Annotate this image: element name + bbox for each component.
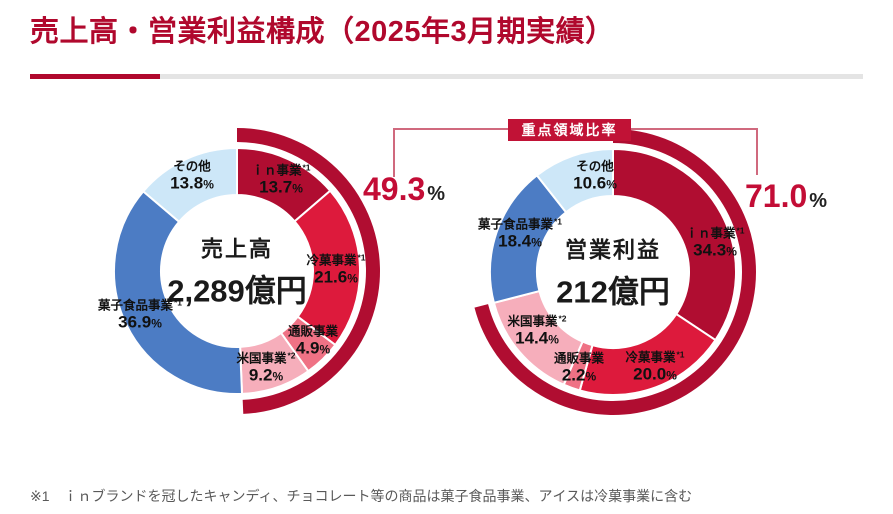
profit-donut-chart: 営業利益 212億円 ｉｎ事業*1 34.3% 冷菓事業*1 20.0% 通販事業 2.2… (463, 122, 763, 422)
slice-percentage: 21.6% (314, 267, 358, 287)
percent-sign: % (203, 177, 214, 192)
slice-footnote-mark: *2 (287, 350, 296, 361)
slice-percentage: 34.3% (693, 240, 737, 260)
slice-footnote-mark: *1 (302, 162, 311, 173)
footnote: ※1 ｉｎブランドを冠したキャンディ、チョコレート等の商品は菓子食品事業、アイス… (30, 488, 693, 504)
profit-title: 営業利益 (564, 237, 662, 263)
slice-label-confectionery-foods: 菓子食品事業*1 18.4% (477, 216, 563, 251)
connector-left-horizontal (393, 128, 508, 130)
sales-highlight-ratio: 49.3 % (363, 171, 445, 208)
slice-percentage: 2.2% (561, 365, 597, 385)
divider-accent-segment (30, 74, 160, 79)
slice-label-text: 通販事業 (553, 351, 605, 366)
slice-footnote-mark: *2 (558, 313, 567, 324)
slice-label-text: ｉｎ事業*1 (251, 162, 311, 178)
slice-label-us-business: 米国事業*2 14.4% (507, 313, 567, 348)
slice-other (142, 147, 238, 223)
page-title: 売上高・営業利益構成（2025年3月期実績） (30, 16, 615, 48)
donut-svg (474, 129, 756, 415)
slice-percentage: 18.4% (498, 231, 542, 251)
sales-highlight-unit: % (427, 183, 446, 205)
slice-label-text: 冷菓事業*1 (625, 349, 685, 365)
slice-label-text: その他 (173, 159, 211, 174)
slice-percentage: 36.9% (118, 312, 162, 332)
slice-label-text: その他 (576, 159, 614, 174)
slice-label-text: 米国事業*2 (236, 350, 296, 366)
percent-sign: % (548, 332, 559, 347)
slice-percentage: 13.7% (259, 177, 303, 197)
slice-footnote-mark: *1 (676, 349, 685, 360)
slice-label-mail-order: 通販事業 2.2% (554, 351, 604, 384)
slice-percentage: 20.0% (633, 364, 677, 384)
sales-center-label: 売上高 2,289億円 (167, 232, 307, 311)
slice-confectionery-foods (113, 190, 244, 395)
title-divider (30, 74, 863, 79)
slice-percentage: 13.8% (170, 173, 214, 193)
percent-sign: % (347, 271, 358, 286)
sales-total: 2,289億円 (167, 273, 307, 309)
slice-footnote-mark: *1 (173, 297, 183, 308)
connector-left-vertical (393, 128, 395, 177)
slice-label-in-business: ｉｎ事業*1 34.3% (685, 225, 745, 260)
slice-label-frozen-dessert: 冷菓事業*1 21.6% (306, 252, 366, 287)
percent-sign: % (319, 342, 331, 357)
profit-center-label: 営業利益 212億円 (556, 233, 670, 312)
sales-donut-chart: 売上高 2,289億円 ｉｎ事業*1 13.7% 冷菓事業*1 21.6% 通販事業 4.… (87, 121, 387, 421)
percent-sign: % (272, 369, 284, 384)
slice-label-text: 菓子食品事業*1 (97, 297, 183, 313)
slice-label-text: 米国事業*2 (507, 313, 567, 329)
donut-svg (113, 128, 381, 414)
slice-in-business (612, 148, 737, 342)
slice-label-other: その他 13.8% (170, 159, 214, 192)
slice-other (535, 148, 614, 214)
percent-sign: % (531, 235, 542, 250)
percent-sign: % (666, 368, 677, 383)
slice-footnote-mark: *1 (357, 252, 366, 263)
slice-label-confectionery-foods: 菓子食品事業*1 36.9% (97, 297, 183, 332)
profit-highlight-unit: % (809, 190, 828, 212)
sales-title: 売上高 (200, 236, 274, 262)
percent-sign: % (292, 181, 303, 196)
connector-right-vertical (756, 128, 758, 175)
divider-gray-segment (160, 74, 863, 79)
slice-footnote-mark: *1 (736, 225, 745, 236)
slice-percentage: 10.6% (573, 173, 617, 193)
slice-label-in-business: ｉｎ事業*1 13.7% (251, 162, 311, 197)
profit-highlight-value: 71.0 (745, 178, 808, 214)
profit-total: 212億円 (556, 274, 670, 310)
slice-label-frozen-dessert: 冷菓事業*1 20.0% (625, 349, 685, 384)
highlight-badge: 重点領域比率 (508, 119, 631, 141)
slice-percentage: 9.2% (248, 365, 284, 385)
slice-label-text: 冷菓事業*1 (306, 252, 366, 268)
sales-highlight-value: 49.3 (363, 171, 426, 207)
percent-sign: % (726, 244, 737, 259)
slice-label-text: 菓子食品事業*1 (477, 216, 563, 232)
profit-highlight-ratio: 71.0 % (745, 178, 827, 215)
slice-footnote-mark: *1 (553, 216, 563, 227)
connector-right-horizontal (630, 128, 758, 130)
percent-sign: % (606, 177, 617, 192)
slice-label-text: 通販事業 (287, 324, 339, 339)
slice-label-other: その他 10.6% (573, 159, 617, 192)
slice-percentage: 14.4% (515, 328, 559, 348)
slice-percentage: 4.9% (295, 338, 331, 358)
slice-label-us-business: 米国事業*2 9.2% (236, 350, 296, 385)
slice-label-mail-order: 通販事業 4.9% (288, 324, 338, 357)
percent-sign: % (151, 316, 162, 331)
slice-label-text: ｉｎ事業*1 (685, 225, 745, 241)
percent-sign: % (585, 369, 597, 384)
